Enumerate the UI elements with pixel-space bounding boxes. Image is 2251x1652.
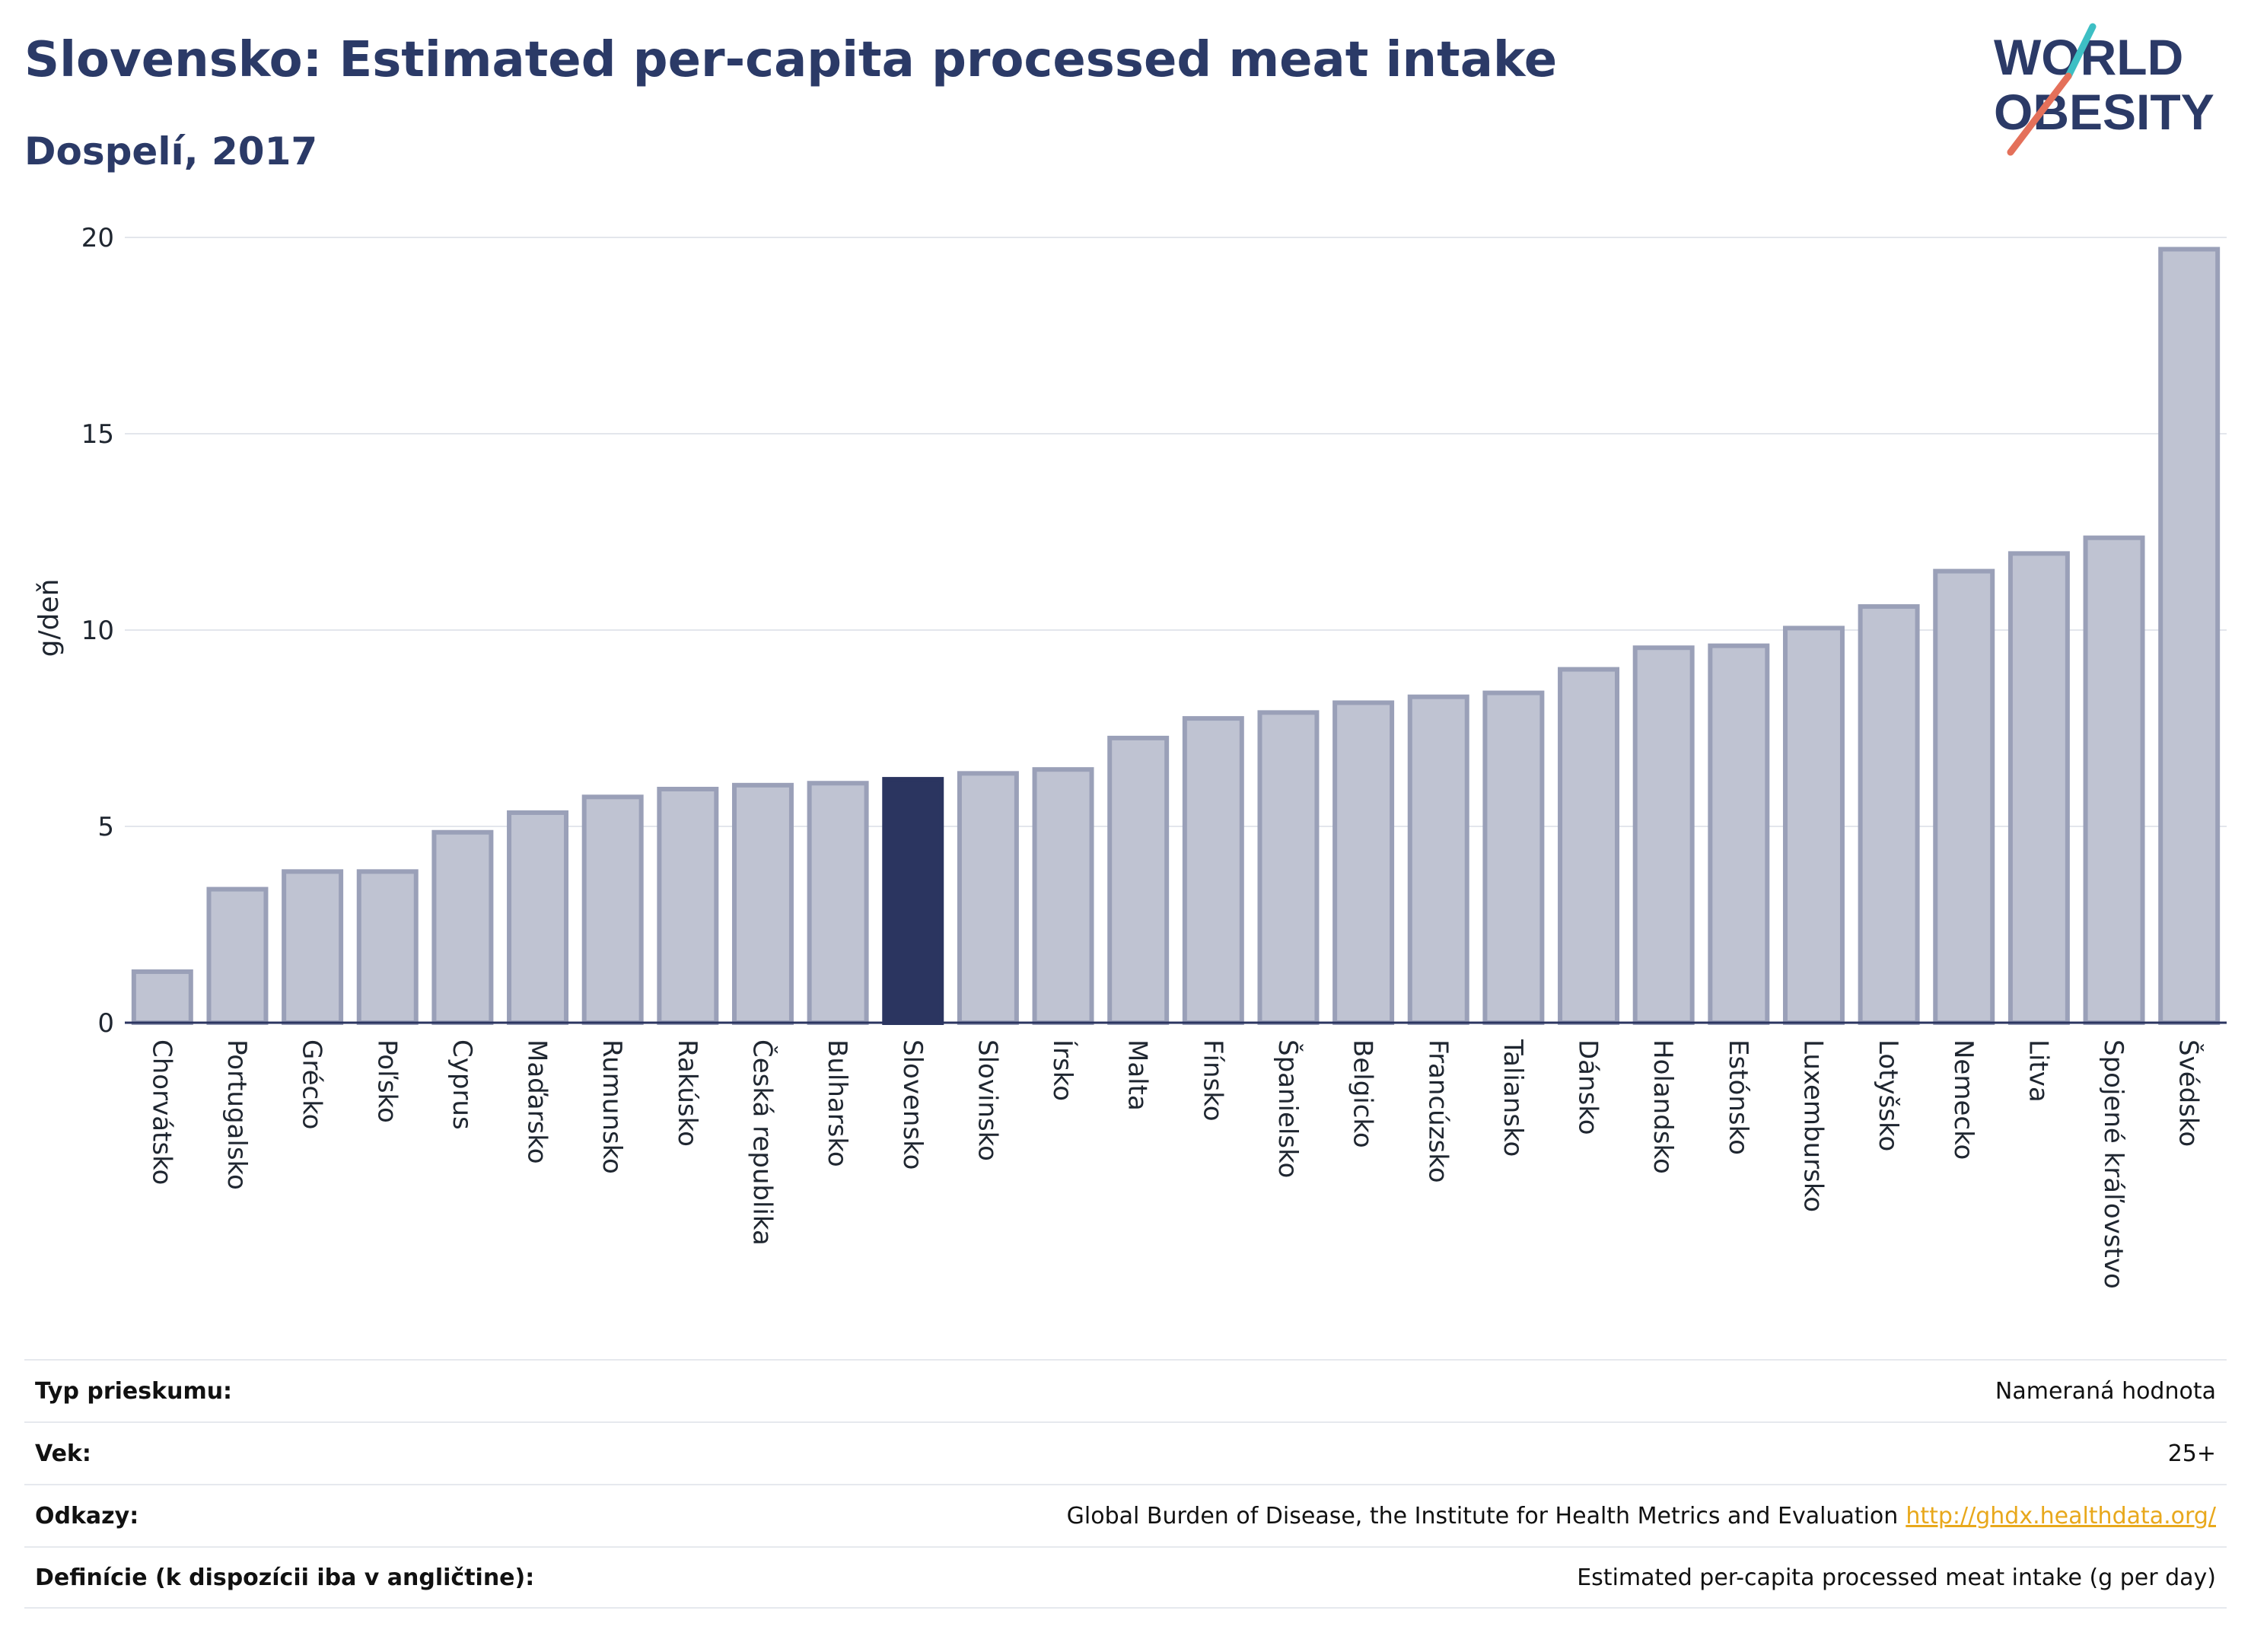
bar — [131, 969, 193, 1026]
bar — [206, 886, 269, 1026]
bar — [657, 786, 719, 1025]
references-text: Global Burden of Disease, the Institute … — [1066, 1502, 1899, 1529]
chart-subtitle: Dospelí, 2017 — [24, 129, 318, 173]
bar — [1782, 625, 1845, 1025]
x-tick-label: Fínsko — [1197, 1039, 1227, 1122]
details-row-references: Odkazy: Global Burden of Disease, the In… — [24, 1484, 2227, 1546]
details-label: Typ prieskumu: — [35, 1377, 233, 1405]
x-tick-label: Chorvátsko — [146, 1039, 177, 1185]
world-obesity-logo: WORLD OBESITY — [1994, 23, 2214, 156]
details-value-references: Global Burden of Disease, the Institute … — [1067, 1503, 2216, 1529]
x-tick-label: Estónsko — [1723, 1039, 1753, 1155]
x-tick-label: Belgicko — [1348, 1039, 1378, 1148]
y-tick-label: 20 — [81, 223, 114, 253]
bar — [1933, 568, 1995, 1025]
details-row-age: Vek: 25+ — [24, 1421, 2227, 1484]
logo-slash-teal — [2065, 23, 2097, 80]
x-tick-label: Portugalsko — [221, 1039, 252, 1190]
bar — [431, 829, 494, 1025]
bar — [1632, 645, 1695, 1025]
bar — [957, 771, 1019, 1026]
bar — [1107, 735, 1170, 1026]
x-tick-label: Lotyšsko — [1873, 1039, 1903, 1151]
x-tick-label: Slovensko — [897, 1039, 928, 1170]
bar — [1257, 710, 1320, 1025]
bar-chart: 0 5 10 15 20 Chorvátsko Portugalsko Grécko Poľsk… — [33, 223, 2227, 1289]
bar — [731, 782, 794, 1025]
details-value: 25+ — [2167, 1440, 2216, 1467]
bar — [1558, 667, 1620, 1025]
x-tick-label: Francúzsko — [1422, 1039, 1453, 1183]
bar-highlighted — [882, 777, 944, 1025]
details-table: Typ prieskumu: Nameraná hodnota Vek: 25+… — [24, 1359, 2227, 1609]
x-tick-label: Nemecko — [1948, 1039, 1979, 1160]
x-tick-label: Cyprus — [447, 1039, 477, 1130]
bar — [1332, 700, 1395, 1026]
details-value: Nameraná hodnota — [1995, 1377, 2216, 1405]
x-tick-label: Slovinsko — [972, 1039, 1002, 1161]
details-value: Estimated per-capita processed meat inta… — [1577, 1564, 2216, 1591]
chart-title: Slovensko: Estimated per-capita processe… — [24, 32, 1558, 88]
x-tick-label: Poľsko — [371, 1039, 402, 1123]
x-tick-label: Írsko — [1047, 1039, 1078, 1101]
bar — [2083, 535, 2145, 1025]
bar — [282, 869, 344, 1025]
details-label: Odkazy: — [35, 1502, 139, 1529]
bar — [356, 869, 419, 1025]
x-tick-label: Holandsko — [1648, 1039, 1678, 1174]
y-tick-label: 5 — [97, 812, 114, 842]
x-tick-label: Švédsko — [2173, 1039, 2205, 1147]
bar — [2158, 247, 2221, 1026]
x-tick-label: Španielsko — [1272, 1039, 1304, 1178]
bars — [131, 247, 2221, 1026]
x-tick-label: Spojené kráľovstvo — [2098, 1039, 2128, 1289]
bar — [1407, 694, 1469, 1025]
x-tick-label: Taliansko — [1498, 1039, 1528, 1157]
y-axis-title: g/deň — [33, 579, 65, 657]
bar — [1482, 690, 1545, 1025]
x-tick-label: Malta — [1122, 1039, 1153, 1111]
details-row-survey-type: Typ prieskumu: Nameraná hodnota — [24, 1359, 2227, 1421]
y-tick-label: 10 — [81, 616, 114, 646]
bar — [2007, 551, 2070, 1025]
details-label: Vek: — [35, 1440, 91, 1467]
bar — [507, 810, 569, 1025]
details-row-definition: Definície (k dispozícii iba v angličtine… — [24, 1546, 2227, 1609]
x-tick-label: Maďarsko — [522, 1039, 552, 1164]
x-tick-label: Dánsko — [1573, 1039, 1603, 1135]
bar — [1182, 716, 1244, 1025]
y-tick-label: 0 — [97, 1008, 114, 1039]
x-tick-label: Česká republika — [747, 1039, 778, 1246]
y-tick-label: 15 — [81, 419, 114, 450]
references-link[interactable]: http://ghdx.healthdata.org/ — [1906, 1502, 2216, 1529]
axes: 0 5 10 15 20 Chorvátsko Portugalsko Grécko Poľsk… — [81, 223, 2227, 1289]
bar — [1032, 767, 1094, 1025]
x-tick-label: Rumunsko — [597, 1039, 627, 1174]
logo-slash-coral — [2007, 72, 2072, 156]
x-tick-label: Rakúsko — [672, 1039, 702, 1147]
x-tick-label: Bulharsko — [822, 1039, 852, 1167]
bar — [581, 794, 644, 1026]
bar — [807, 781, 869, 1025]
x-tick-label: Litva — [2023, 1039, 2053, 1103]
bar — [1708, 643, 1770, 1025]
x-tick-label: Grécko — [297, 1039, 327, 1129]
x-tick-label: Luxembursko — [1797, 1039, 1828, 1212]
details-label: Definície (k dispozícii iba v angličtine… — [35, 1564, 535, 1591]
bar — [1858, 604, 1920, 1025]
